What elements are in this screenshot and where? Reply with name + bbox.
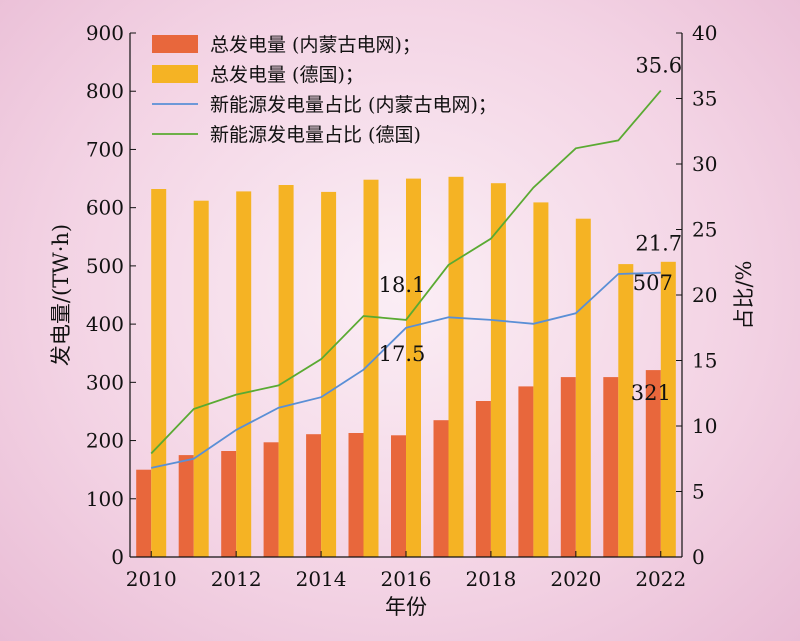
bar-germany-2020	[575, 218, 591, 557]
bar-germany-2015	[363, 179, 379, 557]
data-label: 17.5	[379, 342, 426, 366]
y-right-tick-label: 0	[692, 545, 705, 569]
y-right-tick-label: 5	[692, 480, 705, 504]
y-left-tick-label: 100	[86, 487, 124, 511]
bar-germany-2022	[660, 261, 676, 557]
bar-inner-mongolia-2014	[306, 434, 322, 557]
y-left-tick-label: 300	[86, 370, 124, 394]
y-left-tick-label: 0	[111, 545, 124, 569]
bar-inner-mongolia-2016	[391, 435, 406, 557]
x-tick-label: 2010	[126, 567, 177, 591]
bar-inner-mongolia-2018	[475, 401, 491, 557]
bar-germany-2019	[533, 202, 549, 557]
bar-germany-2010	[151, 189, 167, 557]
bar-germany-2012	[236, 191, 252, 557]
bar-inner-mongolia-2011	[178, 455, 194, 557]
bar-germany-2018	[490, 183, 506, 557]
bar-inner-mongolia-2015	[348, 433, 364, 557]
bar-inner-mongolia-2017	[433, 420, 449, 557]
bar-germany-2013	[278, 185, 294, 557]
y-right-tick-label: 10	[692, 414, 717, 438]
y-left-tick-label: 900	[86, 21, 124, 45]
legend-label-0: 总发电量 (内蒙古电网)；	[210, 34, 421, 56]
data-label: 21.7	[635, 232, 682, 256]
y-right-tick-label: 40	[692, 21, 717, 45]
data-label: 18.1	[379, 273, 426, 297]
bar-germany-2016	[406, 178, 421, 557]
legend-swatch-1	[152, 65, 198, 83]
bar-inner-mongolia-2012	[221, 451, 237, 557]
bar-inner-mongolia-2019	[518, 386, 534, 557]
legend-swatch-0	[152, 35, 198, 53]
y-left-tick-label: 800	[86, 79, 124, 103]
line-germany-share	[150, 90, 662, 455]
x-tick-label: 2018	[465, 567, 516, 591]
data-label: 507	[633, 271, 673, 295]
data-label: 35.6	[635, 54, 682, 78]
x-tick-label: 2014	[296, 567, 347, 591]
bar-inner-mongolia-2022	[645, 370, 661, 557]
y-right-tick-label: 15	[692, 349, 717, 373]
y-left-tick-label: 600	[86, 196, 124, 220]
y-right-tick-label: 30	[692, 152, 717, 176]
y-right-tick-label: 20	[692, 283, 717, 307]
y-left-axis-title: 发电量/(TW·h)	[49, 224, 73, 366]
y-left-tick-label: 700	[86, 137, 124, 161]
x-tick-label: 2022	[635, 567, 686, 591]
bar-inner-mongolia-2010	[136, 469, 152, 557]
line-inner-mongolia-share	[151, 271, 661, 469]
y-left-tick-label: 200	[86, 429, 124, 453]
legend-label-3: 新能源发电量占比 (德国)	[210, 124, 421, 146]
y-right-tick-label: 35	[692, 87, 717, 111]
x-axis-title: 年份	[385, 595, 427, 619]
legend-label-2: 新能源发电量占比 (内蒙古电网)；	[210, 94, 497, 116]
bar-germany-2011	[193, 200, 209, 557]
bar-inner-mongolia-2020	[560, 377, 576, 557]
data-label: 321	[631, 381, 671, 405]
y-right-axis-title: 占比/%	[732, 260, 756, 329]
bar-germany-2017	[448, 176, 464, 558]
legend-label-1: 总发电量 (德国)；	[210, 64, 364, 86]
y-right-tick-label: 25	[692, 218, 717, 242]
bar-inner-mongolia-2021	[603, 377, 619, 557]
x-tick-label: 2016	[381, 567, 432, 591]
y-left-tick-label: 500	[86, 254, 124, 278]
bar-inner-mongolia-2013	[263, 442, 279, 557]
x-tick-label: 2020	[550, 567, 601, 591]
bar-germany-2021	[618, 264, 634, 557]
x-tick-label: 2012	[211, 567, 262, 591]
bar-germany-2014	[321, 191, 337, 557]
y-left-tick-label: 400	[86, 312, 124, 336]
